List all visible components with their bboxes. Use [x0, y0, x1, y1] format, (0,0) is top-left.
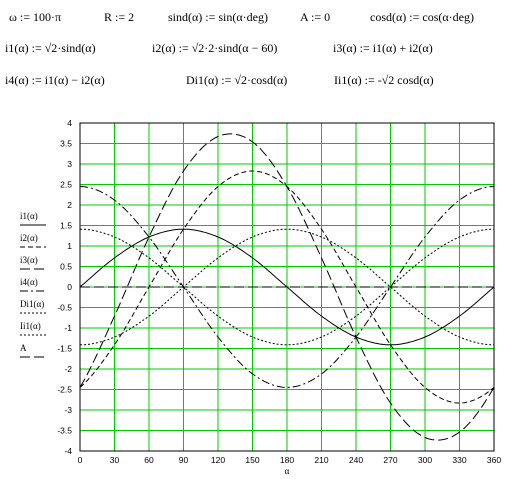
x-tick-label: 150 — [245, 455, 259, 465]
x-tick-label: 30 — [110, 455, 120, 465]
y-tick-label: 1 — [67, 241, 72, 251]
y-tick-label: -4 — [64, 446, 72, 456]
sind-definition[interactable]: sind(α) := sin(α·deg) — [168, 10, 268, 24]
legend-label: i4(α) — [20, 277, 38, 287]
legend: i1(α) i2(α) i3(α) i4(α) Di1(α) Ii1(α) A — [20, 211, 46, 358]
x-tick-label: 330 — [452, 455, 466, 465]
x-tick-label: 120 — [211, 455, 225, 465]
y-tick-label: -1 — [64, 323, 72, 333]
y-tick-label: 4 — [67, 118, 72, 128]
di1-definition[interactable]: Di1(α) := √2·cosd(α) — [186, 73, 288, 87]
series-line-i3 — [79, 133, 495, 441]
x-tick-label: 270 — [383, 455, 397, 465]
x-tick-label: 210 — [314, 455, 328, 465]
y-tick-label: 0 — [67, 282, 72, 292]
legend-label: i3(α) — [20, 255, 38, 265]
a-definition[interactable]: A := 0 — [300, 10, 331, 24]
legend-label: A — [20, 343, 27, 353]
xy-plot[interactable]: 0 30 60 90 120 150 180 210 240 270 300 330 36043.532… — [0, 110, 526, 479]
omega-definition[interactable]: ω := 100·π — [9, 10, 62, 24]
x-tick-label: 300 — [418, 455, 432, 465]
y-tick-label: -1.5 — [57, 344, 72, 354]
y-tick-label: 3 — [67, 159, 72, 169]
legend-label: Di1(α) — [20, 299, 44, 309]
series-lines — [79, 133, 495, 441]
series-line-di1 — [80, 228, 494, 346]
x-tick-label: 360 — [487, 455, 501, 465]
y-tick-label: -0.5 — [57, 303, 72, 313]
i3-definition[interactable]: i3(α) := i1(α) + i2(α) — [333, 41, 433, 55]
legend-label: Ii1(α) — [20, 321, 41, 331]
series-line-i1 — [79, 228, 495, 346]
y-tick-label: 1.5 — [60, 221, 72, 231]
x-tick-label: 60 — [144, 455, 154, 465]
cosd-definition[interactable]: cosd(α) := cos(α·deg) — [370, 10, 474, 24]
y-tick-label: -3.5 — [57, 426, 72, 436]
y-tick-label: -2 — [64, 364, 72, 374]
x-axis-label: α — [285, 466, 290, 476]
i2-definition[interactable]: i2(α) := √2·2·sind(α − 60) — [152, 41, 278, 55]
ii1-definition[interactable]: Ii1(α) := -√2 cosd(α) — [334, 73, 434, 87]
legend-label: i1(α) — [20, 211, 38, 221]
r-definition[interactable]: R := 2 — [104, 10, 135, 24]
y-tick-label: 0.5 — [60, 262, 72, 272]
y-tick-label: 2 — [67, 200, 72, 210]
x-tick-label: 240 — [349, 455, 363, 465]
x-tick-label: 0 — [78, 455, 83, 465]
legend-label: i2(α) — [20, 233, 38, 243]
y-tick-label: 2.5 — [60, 180, 72, 190]
x-tick-label: 90 — [179, 455, 189, 465]
y-tick-label: -3 — [64, 405, 72, 415]
series-line-ii1 — [80, 228, 494, 346]
x-tick-label: 180 — [280, 455, 294, 465]
series-line-i4 — [80, 186, 494, 388]
i4-definition[interactable]: i4(α) := i1(α) − i2(α) — [5, 73, 105, 87]
y-tick-label: -2.5 — [57, 385, 72, 395]
y-tick-label: 3.5 — [60, 139, 72, 149]
tick-labels: 0 30 60 90 120 150 180 210 240 270 300 330 36043.532… — [57, 118, 501, 465]
i1-definition[interactable]: i1(α) := √2·sind(α) — [5, 41, 96, 55]
